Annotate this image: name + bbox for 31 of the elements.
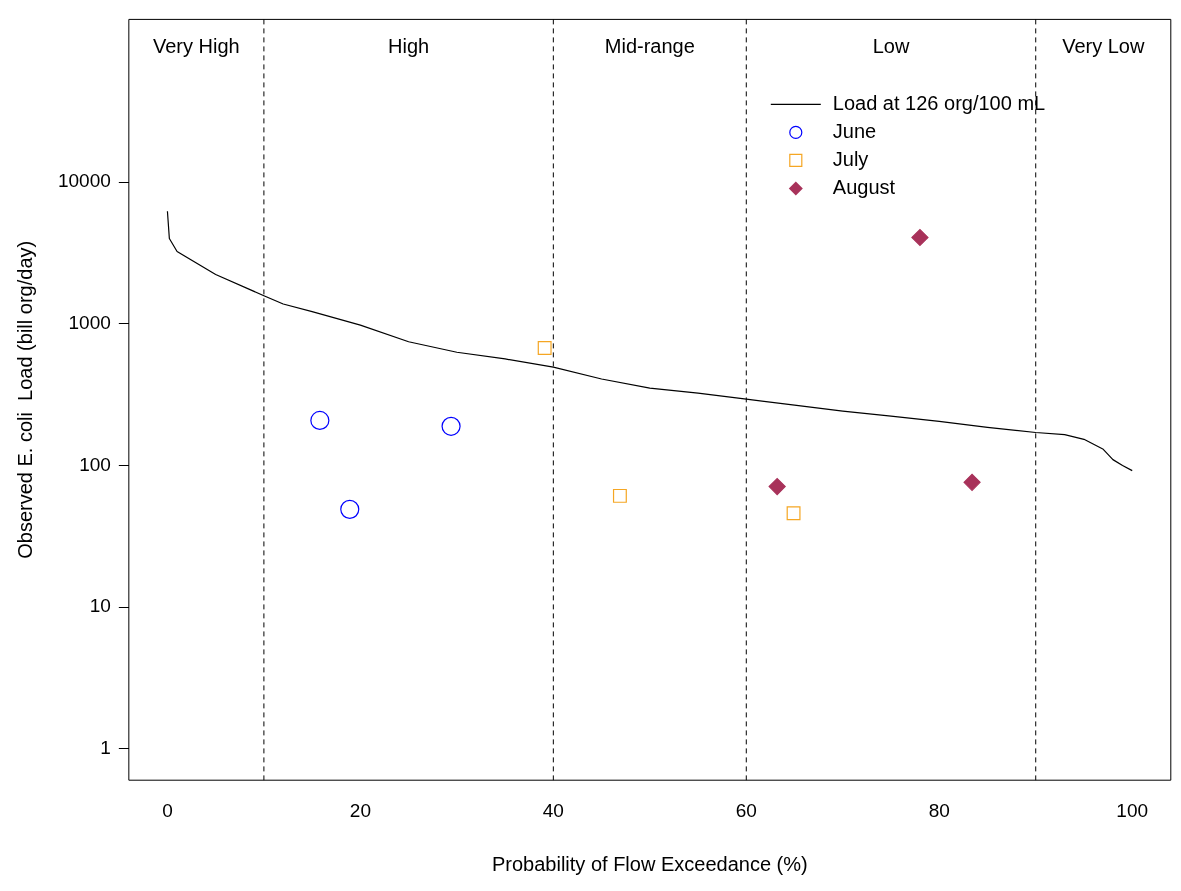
y-axis-title: Observed E. coli Load (bill org/day) (13, 240, 36, 559)
annotation: Very High (153, 34, 240, 57)
point (911, 228, 929, 247)
y-tick-label: 1 (100, 737, 111, 759)
x-tick-label: 40 (542, 799, 564, 821)
annotation: High (388, 34, 430, 57)
x-tick-label: 20 (349, 799, 371, 821)
annotation: Low (872, 34, 910, 57)
point (963, 473, 981, 491)
point (612, 488, 627, 503)
point (786, 506, 801, 521)
x-tick-label: 80 (928, 799, 950, 821)
point (768, 477, 786, 496)
legend-label: June (832, 119, 877, 142)
point (441, 416, 461, 436)
annotation: Mid-range (604, 34, 695, 57)
y-tick-label: 10000 (57, 170, 111, 192)
legend-label: August (832, 175, 896, 198)
y-tick-label: 1000 (68, 312, 111, 334)
y-tick-label: 100 (79, 453, 111, 475)
x-tick-label: 0 (162, 799, 173, 821)
annotation: Very Low (1062, 34, 1145, 57)
x-axis-title: Probability of Flow Exceedance (%) (491, 852, 808, 875)
y-tick-label: 10 (89, 595, 111, 617)
legend-label: Load at 126 org/100 mL (832, 91, 1046, 114)
legend-label: July (832, 147, 869, 170)
point (340, 499, 360, 519)
point (537, 340, 552, 355)
x-tick-label: 60 (735, 799, 757, 821)
x-tick-label: 100 (1116, 799, 1149, 821)
point (310, 410, 330, 431)
